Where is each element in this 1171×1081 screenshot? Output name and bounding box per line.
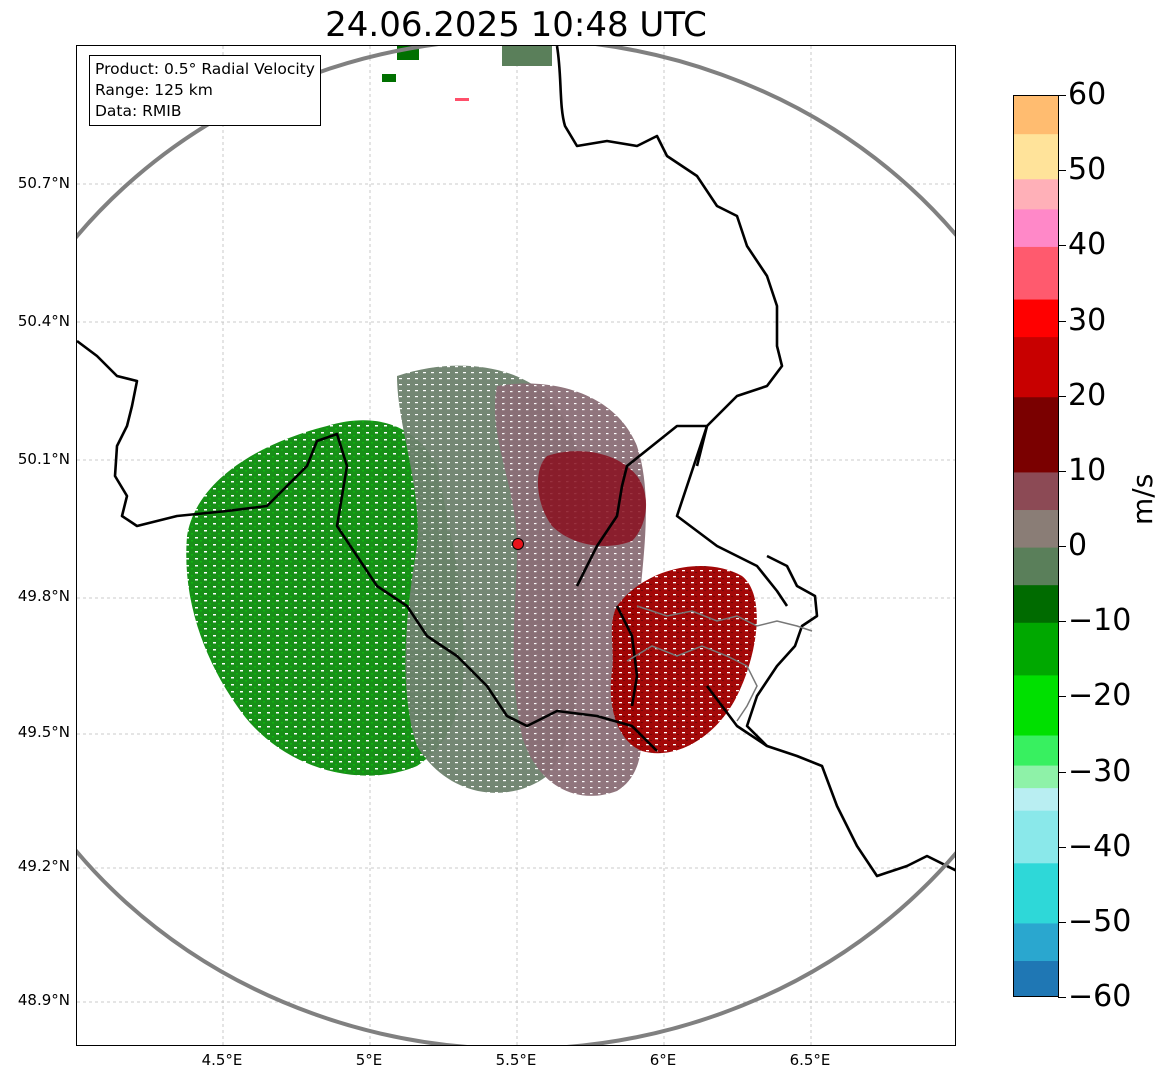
colorbar-tick	[1058, 846, 1066, 848]
radar-site-marker[interactable]	[512, 538, 524, 550]
colorbar-tick	[1058, 170, 1066, 172]
lon-label: 4.5°E	[201, 1051, 243, 1069]
lat-label: 50.7°N	[17, 174, 70, 192]
colorbar-band	[1014, 787, 1058, 811]
lat-label: 50.1°N	[17, 450, 70, 468]
colorbar-tick	[1058, 320, 1066, 322]
colorbar-band	[1014, 734, 1058, 766]
lat-label: 49.8°N	[17, 587, 70, 605]
colorbar-band	[1014, 133, 1058, 180]
colorbar-tick-label: −30	[1068, 753, 1132, 789]
colorbar-band	[1014, 298, 1058, 338]
colorbar-tick	[1058, 696, 1066, 698]
colorbar-tick	[1058, 95, 1066, 96]
colorbar-bands	[1014, 96, 1058, 996]
colorbar-tick	[1058, 997, 1066, 998]
echo-outbound-strong	[610, 566, 757, 754]
colorbar-band	[1014, 246, 1058, 300]
colorbar-band	[1014, 178, 1058, 210]
colorbar-tick-label: 30	[1068, 302, 1107, 338]
radar-map-canvas	[77, 46, 955, 1045]
colorbar-tick-label: 0	[1068, 528, 1088, 563]
colorbar-tick	[1058, 546, 1066, 547]
colorbar-tick	[1058, 771, 1066, 773]
colorbar-band	[1014, 336, 1058, 398]
lon-label: 5°E	[355, 1051, 383, 1069]
lat-label: 48.9°N	[17, 991, 70, 1009]
velocity-colorbar	[1013, 95, 1059, 997]
lat-label: 50.4°N	[17, 312, 70, 330]
colorbar-tick-label: 50	[1068, 152, 1107, 188]
colorbar-band	[1014, 509, 1058, 548]
colorbar-band	[1014, 622, 1058, 676]
colorbar-tick	[1058, 921, 1066, 923]
colorbar-tick	[1058, 245, 1066, 247]
colorbar-band	[1014, 96, 1058, 135]
colorbar-tick	[1058, 470, 1066, 472]
colorbar-unit-label: m/s	[1126, 473, 1159, 525]
colorbar-band	[1014, 960, 1058, 996]
province-borders	[626, 605, 813, 722]
lon-label: 5.5°E	[495, 1051, 537, 1069]
colorbar-tick-label: −20	[1068, 678, 1132, 714]
map-title: 24.06.2025 10:48 UTC	[325, 5, 707, 45]
colorbar-band	[1014, 396, 1058, 473]
colorbar-band	[1014, 922, 1058, 962]
colorbar-tick-label: −10	[1068, 603, 1132, 639]
product-label: Product: 0.5° Radial Velocity	[95, 60, 315, 78]
echo-outbound-mid	[537, 451, 647, 546]
colorbar-tick-label: 60	[1068, 77, 1107, 112]
lon-label: 6°E	[649, 1051, 677, 1069]
colorbar-tick-label: −40	[1068, 828, 1132, 864]
radar-map[interactable]	[76, 45, 956, 1046]
colorbar-band	[1014, 764, 1058, 789]
colorbar-tick-label: 10	[1068, 452, 1107, 488]
echo-inbound-strong	[186, 420, 465, 776]
colorbar-tick-label: 20	[1068, 377, 1107, 413]
colorbar-band	[1014, 584, 1058, 623]
lon-label: 6.5°E	[789, 1051, 831, 1069]
data-source-label: Data: RMIB	[95, 102, 182, 120]
product-info-box: Product: 0.5° Radial Velocity Range: 125…	[89, 55, 321, 126]
colorbar-tick-label: −60	[1068, 979, 1132, 1014]
colorbar-tick-label: −50	[1068, 903, 1132, 939]
colorbar-tick	[1058, 621, 1066, 623]
colorbar-band	[1014, 471, 1058, 511]
colorbar-band	[1014, 674, 1058, 736]
colorbar-tick-label: 40	[1068, 227, 1107, 263]
lat-label: 49.2°N	[17, 857, 70, 875]
colorbar-band	[1014, 208, 1058, 247]
colorbar-band	[1014, 547, 1058, 586]
colorbar-band	[1014, 862, 1058, 924]
velocity-echoes	[186, 46, 757, 796]
colorbar-band	[1014, 810, 1058, 864]
range-label: Range: 125 km	[95, 81, 213, 99]
colorbar-tick	[1058, 395, 1066, 397]
lat-label: 49.5°N	[17, 723, 70, 741]
